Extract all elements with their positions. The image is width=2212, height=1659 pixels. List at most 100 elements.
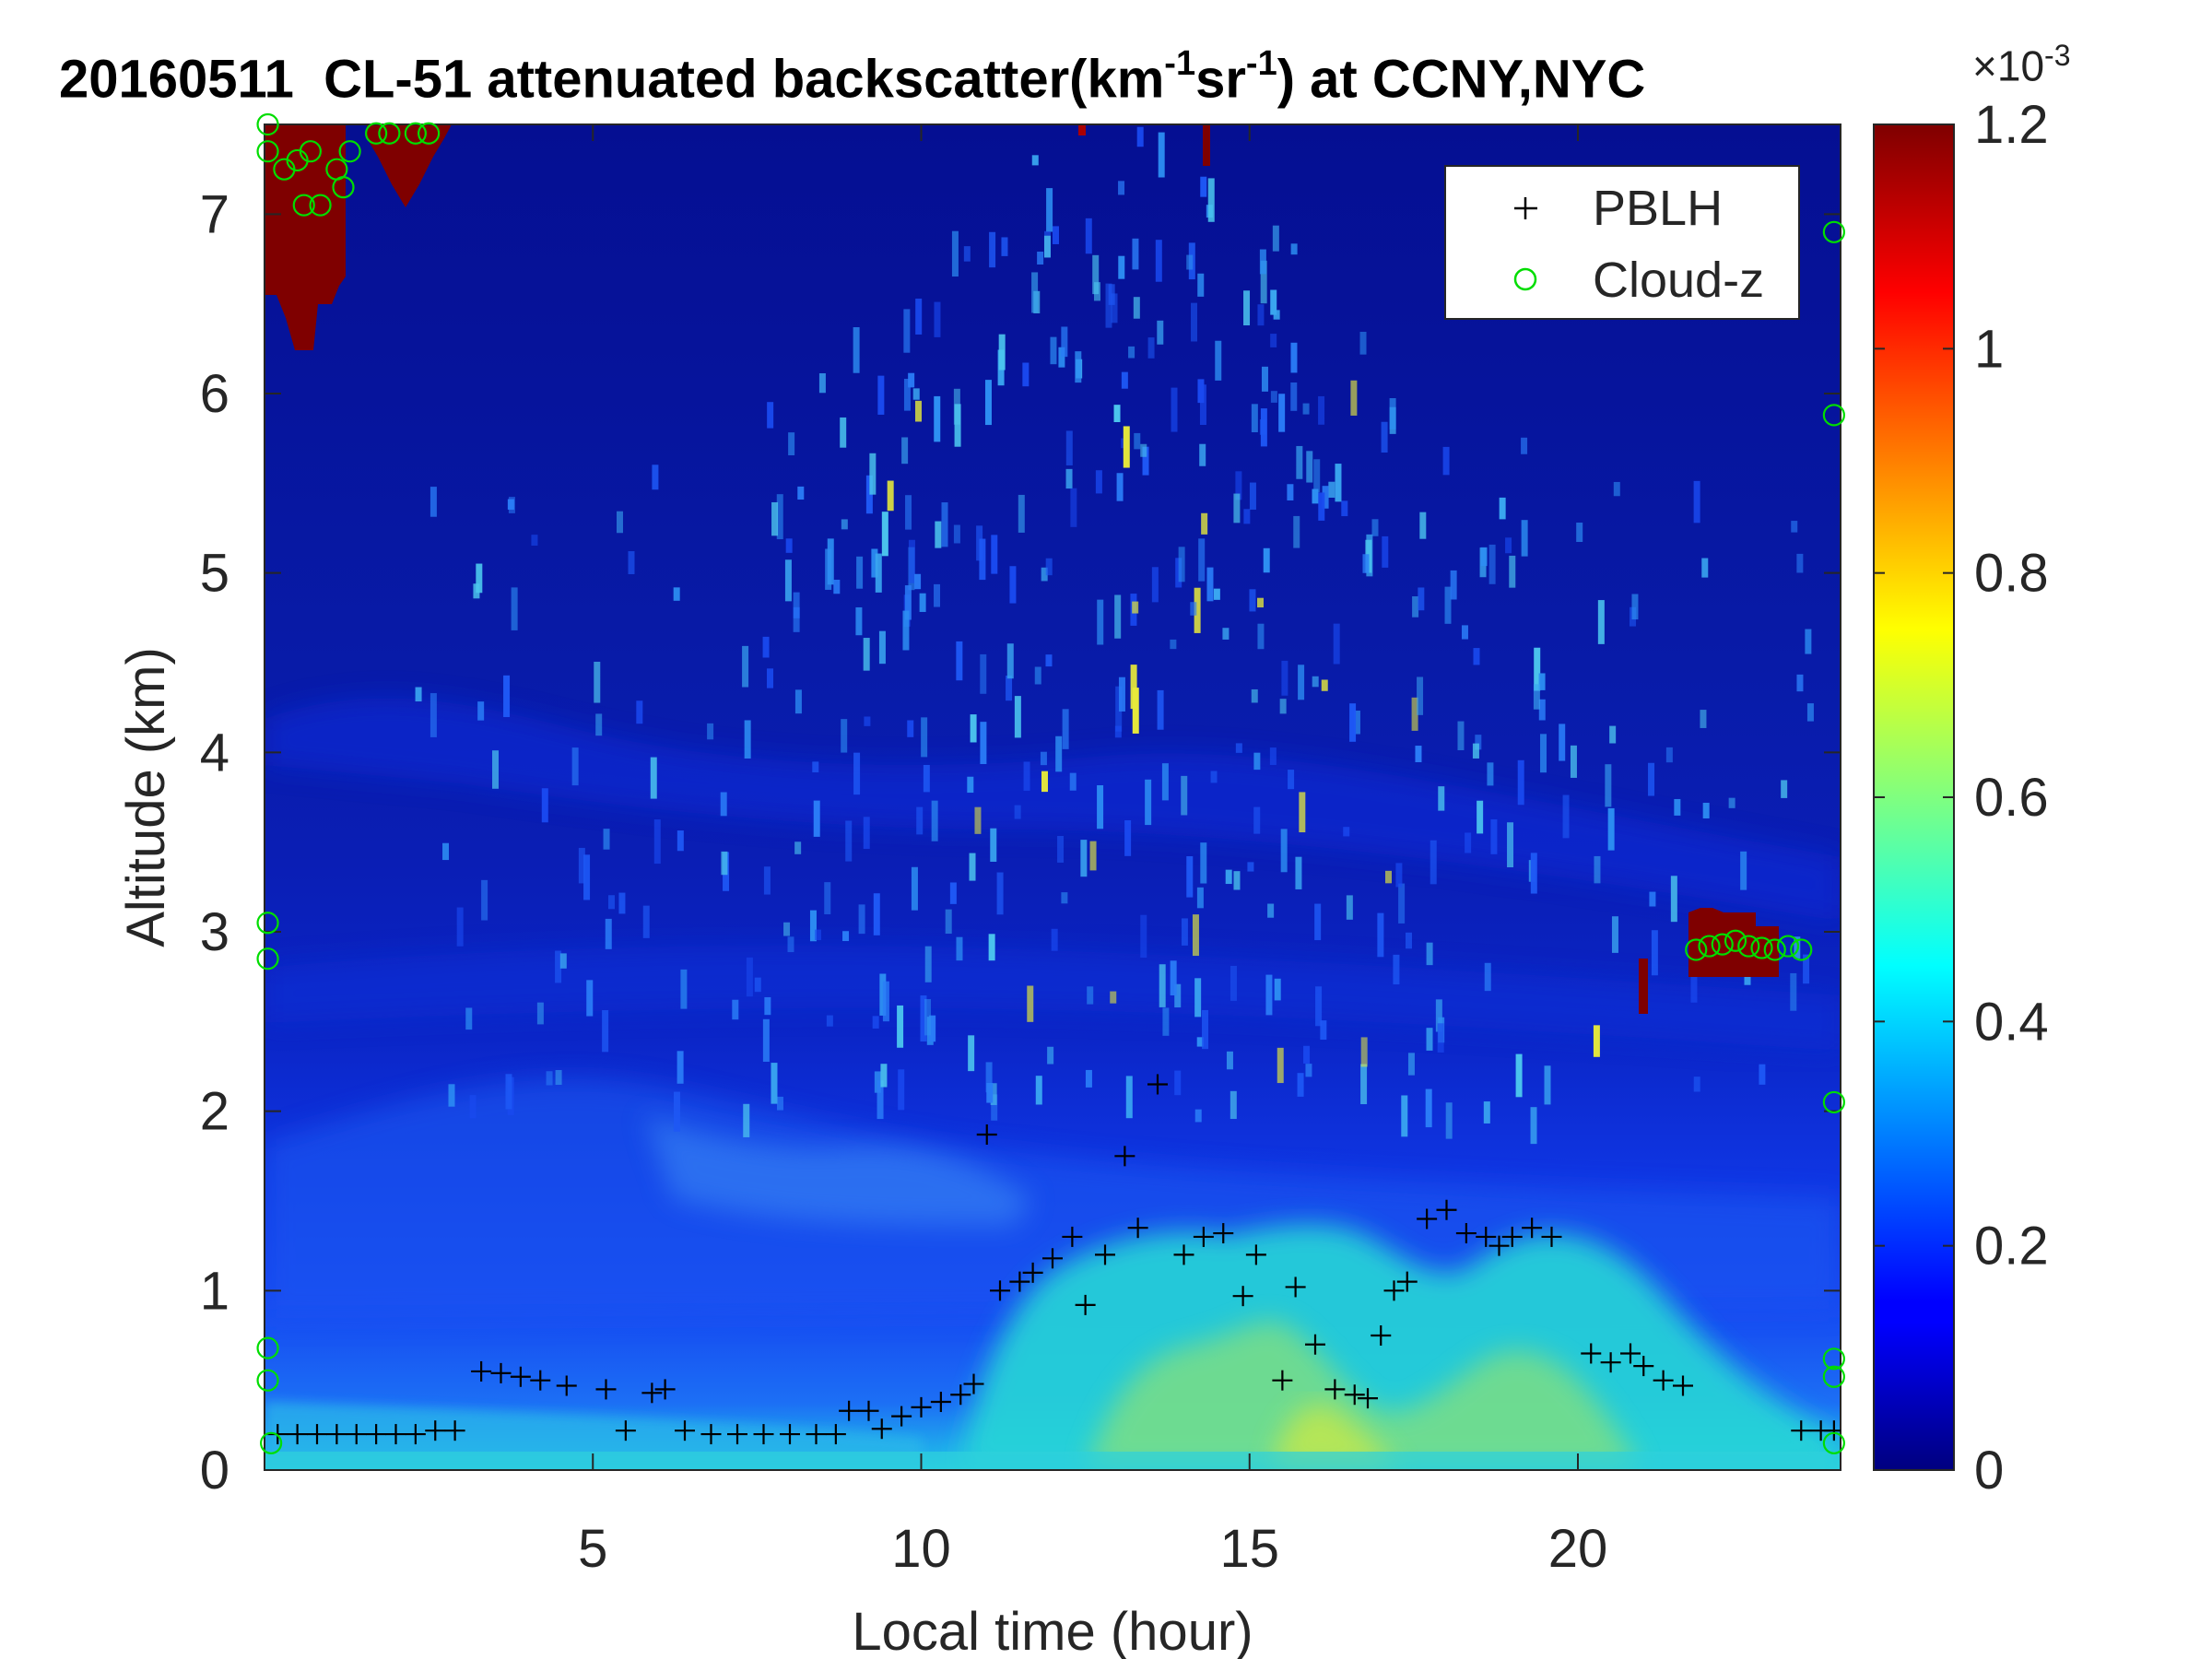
pblh-point xyxy=(530,1370,551,1391)
pblh-point xyxy=(1581,1343,1602,1364)
colorbar-tick-label: 0.2 xyxy=(1974,1217,2049,1277)
pblh-point xyxy=(471,1360,492,1382)
pblh-point xyxy=(911,1396,932,1418)
plot-frame xyxy=(264,124,1841,1471)
pblh-point xyxy=(1009,1271,1030,1292)
cloud-z-point xyxy=(332,176,355,199)
legend-pblh-label: PBLH xyxy=(1593,181,1723,236)
title-location: ) at CCNY,NYC xyxy=(1277,49,1646,110)
pblh-point xyxy=(1541,1226,1562,1247)
legend-cloud-z-label: Cloud-z xyxy=(1593,253,1764,308)
cloud-z-point xyxy=(256,947,279,971)
cloud-z-point xyxy=(1822,404,1845,427)
pblh-point xyxy=(1455,1223,1477,1244)
pblh-point xyxy=(1344,1384,1365,1406)
pblh-point xyxy=(346,1424,367,1445)
title-exp-km: -1 xyxy=(1164,44,1196,83)
colorbar-tick-label: 0 xyxy=(1974,1441,2004,1500)
colorbar-tick-label: 0.6 xyxy=(1974,768,2049,828)
pblh-point xyxy=(1075,1294,1096,1315)
pblh-point xyxy=(891,1406,912,1427)
cloud-z-point xyxy=(309,194,332,217)
pblh-point xyxy=(444,1420,465,1441)
pblh-point xyxy=(1305,1334,1325,1355)
pblh-point xyxy=(727,1424,747,1445)
x-tick-label: 10 xyxy=(891,1519,951,1579)
pblh-point xyxy=(307,1424,327,1445)
pblh-point xyxy=(990,1280,1010,1301)
x-tick-label: 15 xyxy=(1219,1519,1279,1579)
pblh-point xyxy=(1673,1375,1693,1396)
cloud-patch-early xyxy=(265,124,346,350)
pblh-point xyxy=(287,1424,308,1445)
pblh-point xyxy=(1358,1388,1378,1409)
cloud-z-point xyxy=(1822,220,1845,243)
pblh-point xyxy=(1232,1286,1253,1307)
x-tick-label: 20 xyxy=(1548,1519,1608,1579)
pblh-point xyxy=(641,1382,663,1404)
pblh-point xyxy=(425,1420,446,1441)
pblh-point xyxy=(1823,1420,1841,1441)
cloud-z-point xyxy=(1698,935,1721,958)
pblh-point xyxy=(1653,1370,1674,1391)
colorbar-scale-exponent: -3 xyxy=(2044,39,2071,72)
pblh-point xyxy=(1213,1223,1234,1244)
pblh-point xyxy=(385,1424,406,1445)
cloud-z-point xyxy=(256,140,279,163)
pblh-point xyxy=(1147,1074,1168,1095)
colorbar-tick-label: 1.2 xyxy=(1974,95,2049,155)
pblh-point xyxy=(976,1124,997,1145)
cloud-z-series xyxy=(256,112,1845,1454)
cloud-z-point xyxy=(418,122,441,145)
legend-box xyxy=(1444,165,1800,320)
pblh-point xyxy=(858,1400,879,1421)
pblh-point xyxy=(871,1418,892,1440)
cloud-z-point xyxy=(256,1369,279,1392)
cloud-z-point xyxy=(404,122,427,145)
cloud-z-point xyxy=(1822,1431,1845,1454)
cloud-z-point xyxy=(260,1431,283,1454)
pblh-point xyxy=(615,1420,636,1441)
cloud-z-point xyxy=(1776,935,1800,958)
y-tick-label: 4 xyxy=(200,723,229,782)
pblh-point xyxy=(930,1392,951,1413)
pblh-point xyxy=(405,1424,426,1445)
cloud-z-point xyxy=(338,140,361,163)
pblh-point xyxy=(1476,1226,1497,1247)
cloud-z-point xyxy=(256,1336,279,1359)
pblh-point xyxy=(1193,1226,1214,1247)
cloud-z-point xyxy=(292,194,315,217)
y-tick-label: 2 xyxy=(200,1082,229,1142)
cloud-z-point xyxy=(299,140,322,163)
pblh-point xyxy=(1245,1244,1266,1265)
cloud-z-point xyxy=(256,912,279,935)
pblh-point xyxy=(1522,1218,1543,1239)
y-axis: 0 1 2 3 4 5 6 7 xyxy=(200,184,1841,1500)
cloud-streak-evening xyxy=(1639,959,1648,1014)
pblh-point xyxy=(1383,1280,1405,1301)
legend-pblh-marker xyxy=(1514,197,1537,219)
x-axis-label: Local time (hour) xyxy=(852,1602,1253,1659)
cloud-z-point xyxy=(1822,1090,1845,1114)
title-sr: sr xyxy=(1195,49,1246,110)
colorbar-tick-label: 0.8 xyxy=(1974,544,2049,604)
pblh-point xyxy=(490,1362,512,1383)
pblh-point xyxy=(654,1379,676,1400)
y-tick-label: 5 xyxy=(200,544,229,604)
pblh-point xyxy=(1022,1262,1043,1283)
pblh-point xyxy=(1324,1379,1346,1400)
x-tick-label: 5 xyxy=(578,1519,607,1579)
chart-title: 20160511 CL-51 attenuated backscatter(km… xyxy=(59,44,1646,110)
pblh-point xyxy=(1436,1199,1457,1220)
cloud-z-point xyxy=(256,112,279,136)
colorbar-ticks: 0 0.2 0.4 0.6 0.8 1 1.2 xyxy=(1874,95,2049,1500)
pblh-point xyxy=(595,1379,617,1400)
cloud-z-point xyxy=(1737,935,1760,958)
y-axis-label: Altitude (km) xyxy=(116,647,176,947)
pblh-point xyxy=(825,1424,846,1445)
pblh-point xyxy=(1396,1271,1418,1292)
colorbar xyxy=(1874,124,1954,1470)
legend: PBLH Cloud-z xyxy=(1444,165,1800,320)
pblh-point xyxy=(1371,1325,1392,1346)
pblh-point xyxy=(675,1420,695,1441)
